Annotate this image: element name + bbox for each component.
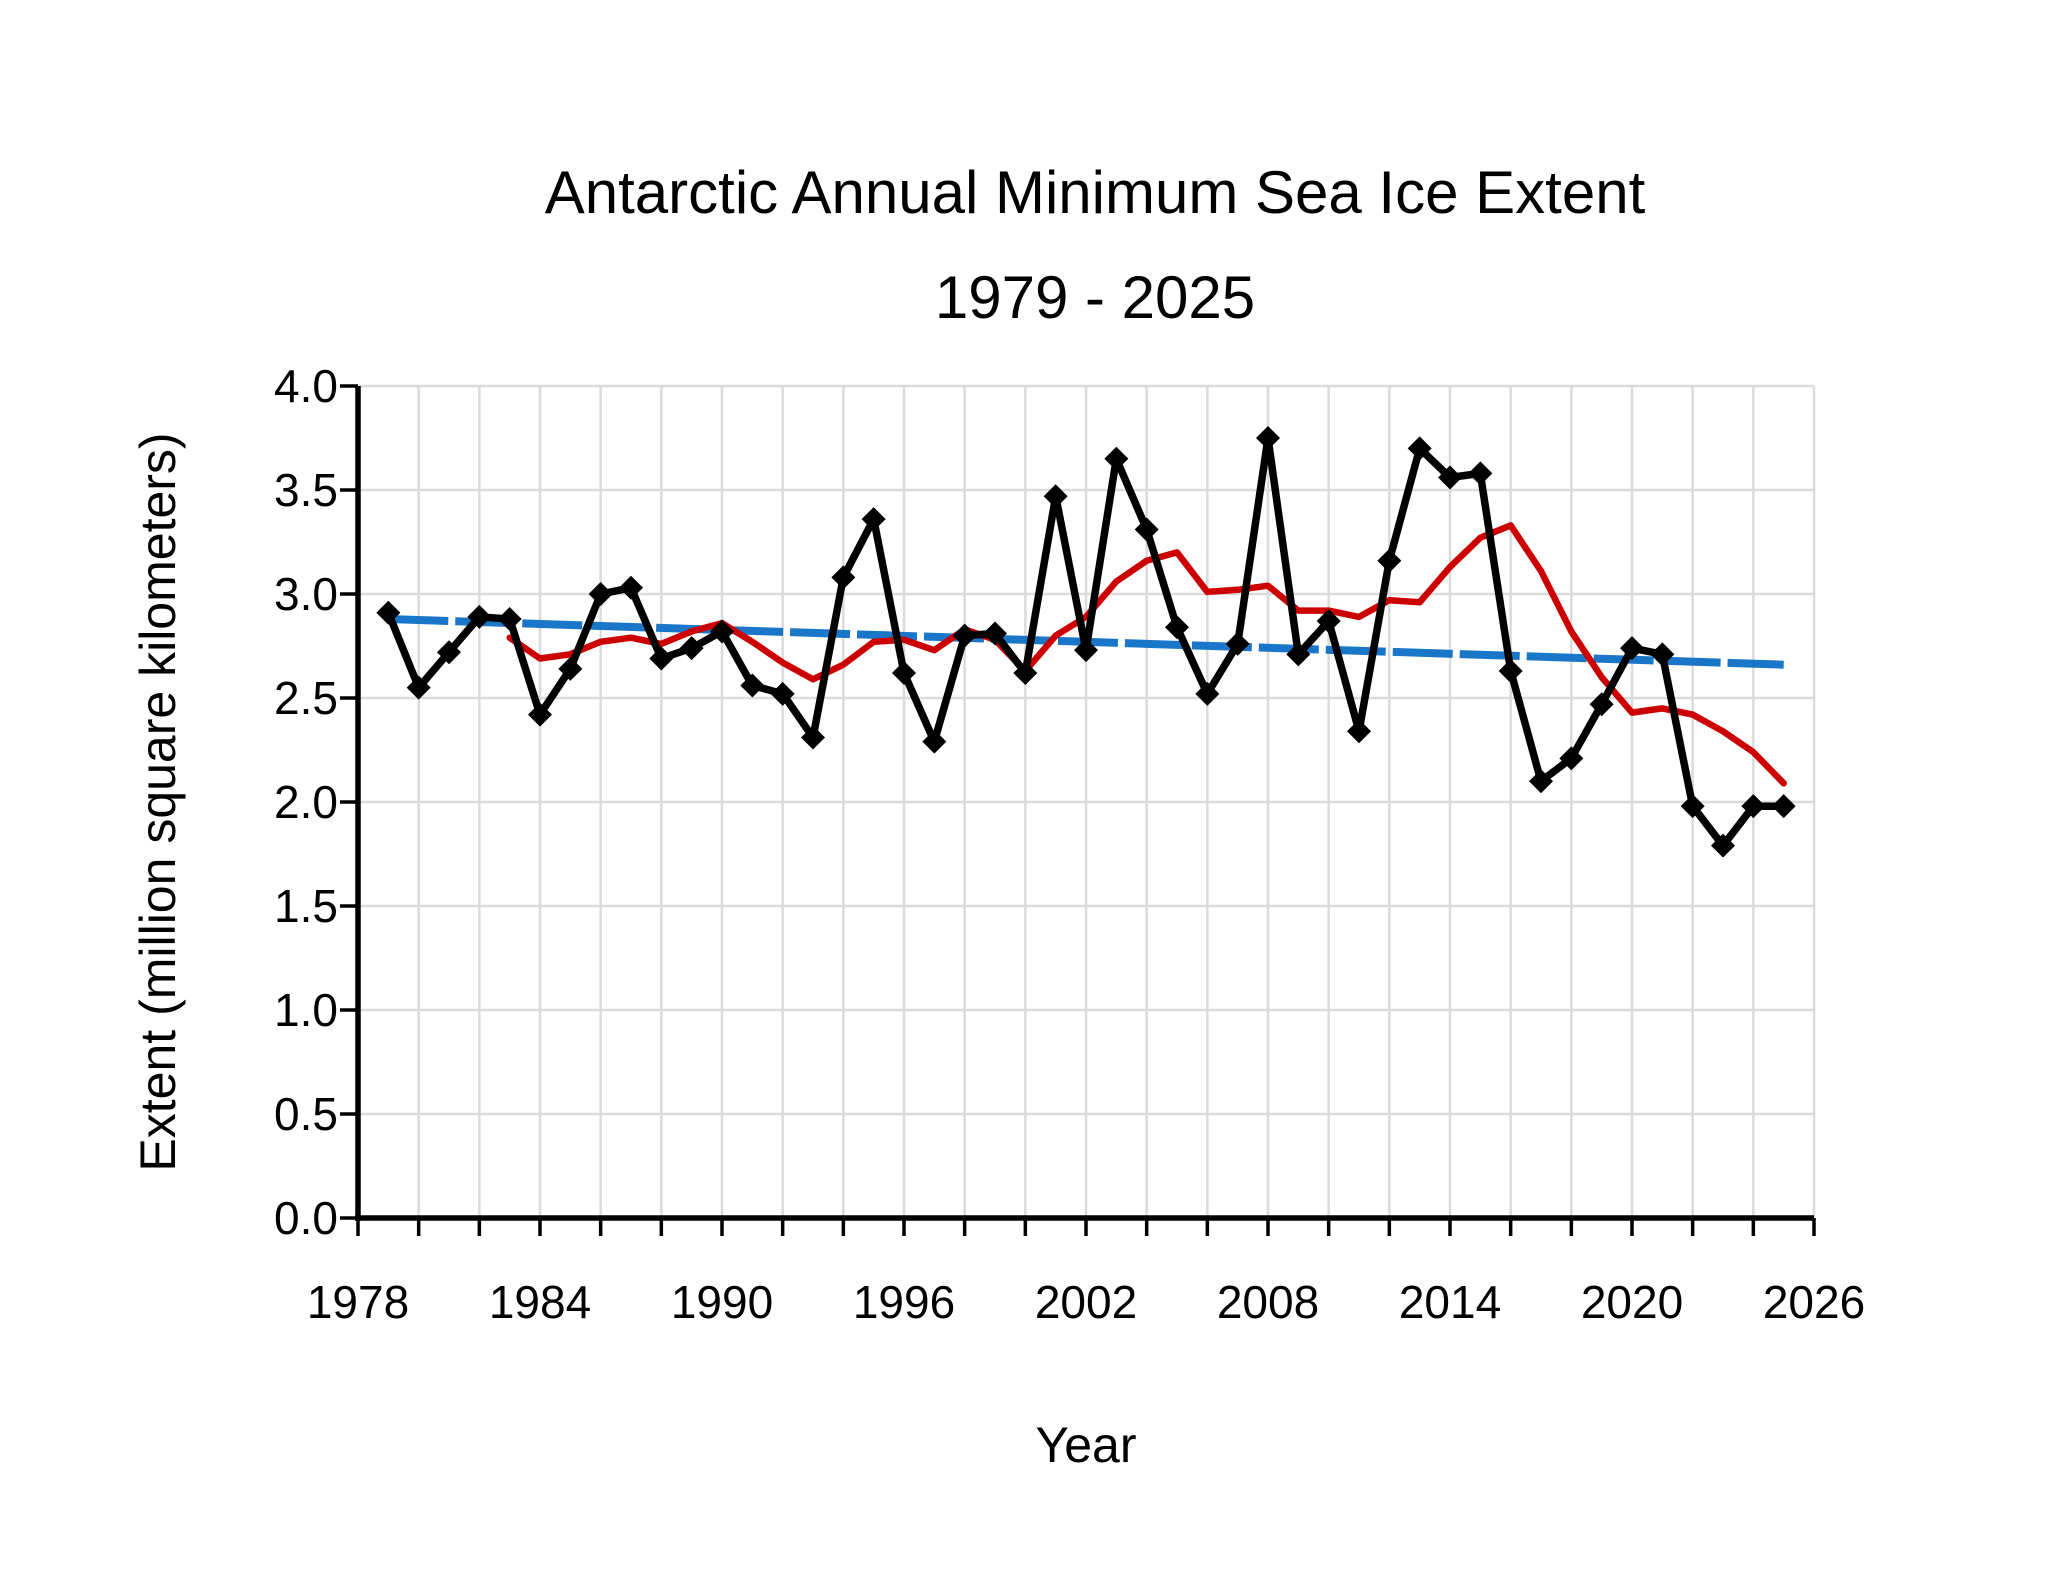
annual-minimum-marker (1134, 517, 1159, 542)
annual-minimum-marker (376, 600, 401, 625)
annual-minimum-marker (1347, 719, 1371, 744)
y-tick-label: 1.5 (274, 880, 338, 932)
annual-minimum-marker (1589, 692, 1614, 717)
annual-minimum-marker (1741, 794, 1766, 819)
annual-minimum-marker (1195, 681, 1220, 706)
y-tick-label: 2.5 (274, 672, 338, 724)
annual-minimum-marker (1407, 436, 1432, 461)
annual-minimum-marker (983, 621, 1007, 646)
y-tick-label: 1.0 (274, 984, 338, 1036)
annual-minimum-marker (1013, 661, 1038, 686)
axes (340, 384, 1816, 1236)
annual-minimum-marker (710, 619, 734, 644)
x-tick-label: 1978 (307, 1276, 409, 1328)
annual-minimum-marker (1286, 642, 1311, 667)
annual-minimum-marker (1468, 461, 1493, 486)
annual-minimum-marker (831, 565, 856, 590)
y-tick-label: 3.0 (274, 568, 338, 620)
annual-minimum-marker (406, 675, 431, 700)
annual-minimum-marker (1620, 636, 1644, 661)
annual-minimum-marker (1680, 794, 1705, 819)
annual-minimum-marker (1316, 609, 1341, 634)
y-tick-label: 2.0 (274, 776, 338, 828)
annual-minimum-marker (922, 729, 947, 754)
annual-minimum-marker (649, 646, 674, 671)
x-tick-label: 2008 (1217, 1276, 1319, 1328)
annual-minimum-marker (1165, 615, 1189, 640)
y-tick-label: 3.5 (274, 464, 338, 516)
chart-text: Antarctic Annual Minimum Sea Ice Extent … (130, 159, 1646, 1473)
annual-minimum-marker (1650, 642, 1675, 667)
annual-minimum-marker (1771, 794, 1796, 819)
x-tick-label: 1984 (489, 1276, 591, 1328)
annual-minimum-marker (619, 575, 643, 600)
annual-minimum-marker (801, 725, 825, 750)
chart-subtitle: 1979 - 2025 (935, 264, 1255, 331)
x-tick-label: 2002 (1035, 1276, 1137, 1328)
annual-minimum-marker (679, 636, 704, 661)
y-tick-label: 0.5 (274, 1088, 338, 1140)
annual-minimum-marker (1074, 638, 1098, 663)
data-series (376, 426, 1796, 858)
annual-minimum-marker (558, 656, 583, 681)
annual-minimum-marker (1104, 446, 1129, 471)
y-tick-label: 4.0 (274, 360, 338, 412)
annual-minimum-marker (1438, 465, 1462, 490)
x-tick-label: 1996 (853, 1276, 955, 1328)
gridlines (358, 384, 1816, 1218)
annual-minimum-marker (1498, 658, 1523, 683)
annual-minimum-marker (861, 507, 886, 532)
annual-minimum-marker (528, 702, 552, 727)
x-tick-label: 1990 (671, 1276, 773, 1328)
chart-title: Antarctic Annual Minimum Sea Ice Extent (545, 159, 1646, 226)
x-axis-title: Year (1035, 1417, 1136, 1473)
annual-minimum-marker (497, 606, 522, 631)
x-tick-label: 2026 (1763, 1276, 1865, 1328)
y-axis-title: Extent (million square kilometers) (130, 432, 186, 1171)
annual-minimum-marker (740, 673, 765, 698)
annual-minimum-marker (952, 623, 977, 648)
y-tick-label: 0.0 (274, 1192, 338, 1244)
annual-minimum-marker (770, 681, 795, 706)
annual-minimum-marker (1711, 833, 1735, 858)
x-tick-label: 2020 (1581, 1276, 1683, 1328)
annual-minimum-marker (1559, 746, 1584, 771)
annual-minimum-marker (467, 604, 492, 629)
tick-labels: 1978 1984 1990 1996 2002 2008 2014 2020 2026 0.0 0… (274, 360, 1865, 1328)
annual-minimum-marker (892, 661, 916, 686)
annual-minimum-marker (588, 582, 613, 606)
annual-minimum-marker (1256, 426, 1280, 450)
x-tick-label: 2014 (1399, 1276, 1501, 1328)
annual-minimum-marker (1377, 548, 1402, 573)
annual-minimum-marker (1225, 631, 1250, 656)
annual-minimum-marker (437, 640, 461, 665)
annual-minimum-marker (1043, 484, 1068, 509)
annual-minimum-marker (1529, 769, 1553, 794)
